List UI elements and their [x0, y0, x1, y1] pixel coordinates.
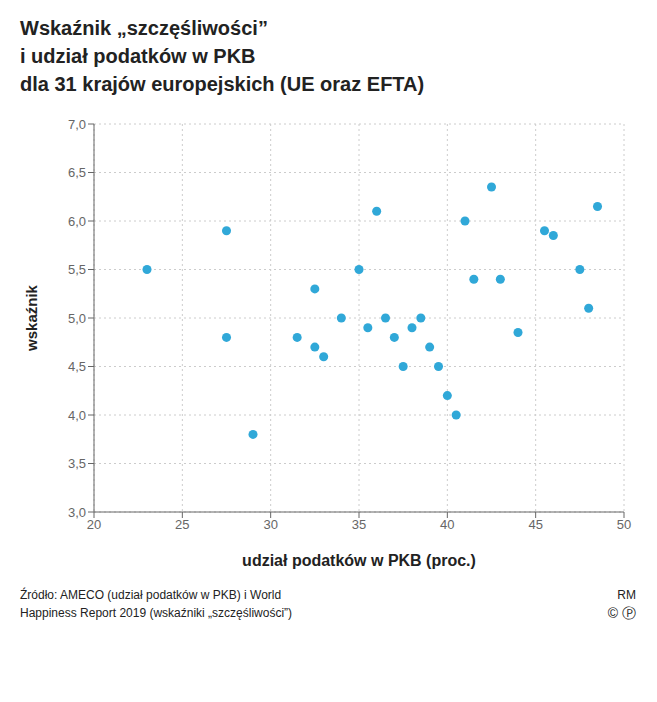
svg-text:40: 40	[440, 517, 454, 532]
html-text:dla 31 krajów europejskich (UE: dla 31 krajów europejskich (UE oraz EFTA…	[20, 73, 425, 95]
svg-text:30: 30	[263, 517, 277, 532]
svg-text:50: 50	[617, 517, 631, 532]
svg-text:6,0: 6,0	[68, 214, 86, 229]
svg-text:6,5: 6,5	[68, 165, 86, 180]
svg-text:wskaźnik: wskaźnik	[23, 284, 40, 352]
svg-text:20: 20	[87, 517, 101, 532]
svg-text:udział podatków w PKB (proc.): udział podatków w PKB (proc.)	[242, 552, 476, 569]
svg-text:45: 45	[528, 517, 542, 532]
html-text:RM: RM	[617, 588, 636, 602]
svg-text:3,5: 3,5	[68, 456, 86, 471]
html-text:Happiness Report 2019 (wskaźni: Happiness Report 2019 (wskaźniki „szczęś…	[20, 606, 293, 620]
html-text:Źródło: AMECO (udział podatków: Źródło: AMECO (udział podatków w PKB) i …	[20, 588, 282, 602]
html-text:i udział podatków w PKB: i udział podatków w PKB	[20, 45, 256, 67]
svg-text:4,5: 4,5	[68, 359, 86, 374]
svg-text:3,0: 3,0	[68, 505, 86, 520]
svg-text:5,5: 5,5	[68, 262, 86, 277]
svg-text:4,0: 4,0	[68, 408, 86, 423]
svg-text:25: 25	[175, 517, 189, 532]
svg-text:5,0: 5,0	[68, 311, 86, 326]
svg-text:35: 35	[352, 517, 366, 532]
html-text:Wskaźnik „szczęśliwości”: Wskaźnik „szczęśliwości”	[20, 17, 268, 39]
svg-text:7,0: 7,0	[68, 117, 86, 132]
